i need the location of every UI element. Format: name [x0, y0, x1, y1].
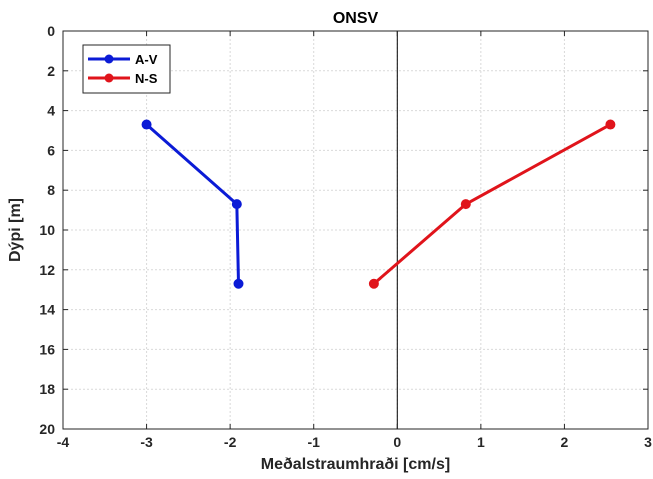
x-tick-label: 3	[644, 434, 652, 450]
legend-label: A-V	[135, 52, 158, 67]
series-n-s	[368, 119, 616, 289]
y-tick-label: 18	[39, 381, 55, 397]
x-tick-label: -1	[307, 434, 320, 450]
x-tick-label: -3	[140, 434, 153, 450]
series-a-v	[141, 119, 244, 289]
series-layer	[141, 119, 616, 289]
legend: A-V N-S	[82, 44, 171, 94]
data-point	[460, 199, 471, 210]
y-tick-label: 10	[39, 222, 55, 238]
x-axis-title: Meðalstraumhraði [cm/s]	[261, 456, 450, 473]
chart-title: ONSV	[333, 10, 379, 27]
legend-marker	[104, 54, 114, 64]
x-tick-label: -2	[224, 434, 237, 450]
data-point	[231, 199, 242, 210]
x-tick-label: 1	[477, 434, 485, 450]
x-tick-label: 0	[393, 434, 401, 450]
legend-box	[82, 44, 171, 94]
y-tick-label: 4	[47, 103, 55, 119]
data-point	[233, 278, 244, 289]
y-tick-label: 14	[39, 302, 55, 318]
data-point	[605, 119, 616, 130]
y-tick-label: 0	[47, 23, 55, 39]
y-tick-label: 6	[47, 142, 55, 158]
x-tick-label: 2	[561, 434, 569, 450]
data-point	[141, 119, 152, 130]
legend-marker	[104, 73, 114, 83]
y-tick-label: 20	[39, 421, 55, 437]
y-axis-title: Dýpi [m]	[7, 198, 24, 262]
legend-item: N-S	[88, 71, 158, 86]
legend-item: A-V	[88, 52, 158, 67]
legend-label: N-S	[135, 71, 158, 86]
data-point	[368, 278, 379, 289]
y-tick-label: 8	[47, 182, 55, 198]
x-axis: -4 -3 -2 -1 0 1 2 3	[57, 31, 652, 450]
y-axis: 0 2 4 6 8 10 12 14 16 18 20	[39, 23, 648, 437]
y-tick-label: 12	[39, 262, 55, 278]
y-tick-label: 16	[39, 341, 55, 357]
x-tick-label: -4	[57, 434, 70, 450]
y-tick-label: 2	[47, 63, 55, 79]
